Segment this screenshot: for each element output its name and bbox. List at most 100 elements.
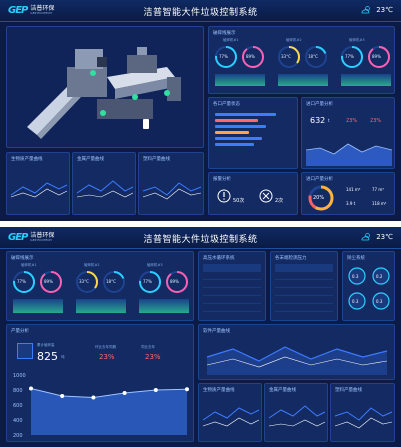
output-unit: t [328, 118, 330, 123]
alert-icon [217, 189, 231, 203]
crusher-label: 破碎机#2 [286, 38, 302, 42]
growth-rate: 23% [370, 118, 382, 124]
level-bar [13, 299, 63, 313]
data-point [122, 391, 127, 395]
biomass-line-chart [10, 182, 68, 198]
stat-value: 77 m³ [372, 187, 384, 192]
crusher-units: 破碎机#1 77% 89% 破碎机#2 3 [11, 263, 192, 317]
plastic-line-chart [334, 407, 393, 429]
weather: 23℃ [360, 5, 393, 15]
end-pressure-card: 各末端检测压力 [270, 251, 338, 321]
screen-one: GEP 洁普环保 GEP ECOTECH 洁普智能大件垃圾控制系统 23℃ [0, 0, 401, 221]
biomass-curve-card: 生物质产量曲线 [6, 152, 70, 215]
status-bar [215, 119, 258, 122]
card-title: 各口产量状态 [213, 102, 240, 107]
data-point [185, 387, 189, 392]
plastic-curve-card: 塑料产量曲线 [138, 152, 204, 215]
cloud-sun-icon [361, 6, 371, 14]
crusher-unit: 破碎机#1 77% 89% [11, 263, 66, 317]
dust-gauge-value: 0.3 [352, 299, 359, 304]
page-title: 洁普智能大件垃圾控制系统 [143, 235, 258, 245]
gauge-value: 89% [170, 279, 179, 284]
gauge-pair [76, 271, 125, 293]
status-bar [215, 143, 254, 146]
production-area-chart: 1000 800 600 400 200 [13, 373, 189, 439]
status-bar [215, 137, 262, 140]
logo: GEP 洁普环保 GEP ECOTECH [8, 232, 54, 243]
card-title: 各末端检测压力 [275, 256, 307, 261]
gauge-value: 77% [17, 279, 26, 284]
crusher-label: 破碎机#1 [21, 263, 37, 267]
level-bar [139, 299, 189, 313]
crusher-sensor-card: 破碎线展示 破碎机#1 77% 89% 破碎机#2 [6, 251, 194, 321]
logo-mark: GEP [8, 5, 28, 16]
level-bar [215, 74, 265, 86]
card-title: 产量分析 [11, 329, 29, 334]
output-area-chart [306, 143, 392, 166]
crusher-units: 破碎机#1 77% 89% 破碎机#2 3 [213, 38, 394, 90]
total-value: 825 [37, 350, 58, 363]
y-tick-label: 200 [13, 433, 23, 439]
y-tick-label: 400 [13, 418, 23, 424]
plant-illustration [27, 47, 181, 139]
crusher-unit: 破碎机#2 33°C 18°C [276, 38, 331, 90]
metal-line-chart [76, 180, 134, 198]
dust-gauge-value: 0.3 [352, 274, 359, 279]
dust-gauge-value: 0.3 [376, 299, 383, 304]
card-title: 软件产量曲线 [203, 329, 230, 334]
gauge-value: 77% [143, 279, 152, 284]
gauge-pair [278, 46, 327, 68]
card-title: 进口产量分析 [306, 102, 333, 107]
crusher-label: 破碎机#3 [349, 38, 365, 42]
data-point [29, 386, 33, 391]
production-card: 产量分析 累计破碎量 825 吨 环比去年同期 23% 同比去年 23% 100… [6, 324, 194, 442]
gauge-value: 33°C [79, 279, 89, 284]
gauge-value: 77% [219, 54, 228, 59]
end-pressure-table [275, 264, 333, 312]
level-bar [278, 74, 328, 86]
stat-value: 118 m³ [372, 201, 387, 206]
biomass-curve-card: 生物质产量曲线 [198, 383, 262, 442]
temperature: 23℃ [376, 6, 393, 14]
card-title: 塑料产量曲线 [143, 157, 170, 162]
metal-curve-card: 金属产量曲线 [264, 383, 328, 442]
card-title: 塑料产量曲线 [335, 388, 362, 393]
water-cycle-table [203, 264, 261, 312]
plant-illustration-card [6, 26, 204, 148]
ratio-percent: 20% [313, 195, 325, 201]
water-cycle-card: 高压水循环系统 [198, 251, 266, 321]
temperature: 23℃ [376, 233, 393, 241]
output-value: 632 [310, 116, 326, 125]
biomass-line-chart [202, 407, 260, 427]
alarm-card: 报警分析 50次 2次 [208, 172, 298, 215]
gauge-pair [13, 271, 62, 293]
alarm-count: 50次 [233, 198, 245, 204]
gauge-value: 33°C [281, 54, 291, 59]
dust-gauge-value: 0.2 [376, 274, 383, 279]
card-title: 生物质产量曲线 [11, 157, 43, 162]
y-tick-label: 600 [13, 403, 23, 409]
card-title: 破碎线展示 [11, 256, 34, 261]
software-line-chart [206, 346, 388, 375]
box-icon [17, 343, 33, 359]
ratio-card: 进口产量分析 20% 141 m³ 77 m³ 3.9 t 118 m³ [301, 172, 395, 215]
status-bars [215, 110, 293, 146]
card-title: 报警分析 [213, 177, 231, 182]
weather: 23℃ [360, 232, 393, 242]
crusher-label: 破碎机#1 [223, 38, 239, 42]
output-card: 进口产量分析 632 t 23% 23% [301, 97, 395, 169]
logo-cn: 洁普环保 [30, 232, 55, 239]
logo-en: GEP ECOTECH [30, 238, 52, 242]
data-point [153, 388, 158, 392]
logo-en: GEP ECOTECH [30, 11, 52, 15]
logo: GEP 洁普环保 GEP ECOTECH [8, 5, 54, 16]
card-title: 高压水循环系统 [203, 256, 235, 261]
data-point [60, 394, 65, 398]
plastic-line-chart [142, 182, 202, 200]
series-line [30, 388, 188, 399]
logo-mark: GEP [8, 232, 28, 243]
crusher-unit: 破碎机#3 77% 89% [137, 263, 192, 317]
gauge-pair [341, 46, 390, 68]
stat-value: 141 m³ [346, 187, 361, 192]
metal-line-chart [268, 405, 326, 427]
